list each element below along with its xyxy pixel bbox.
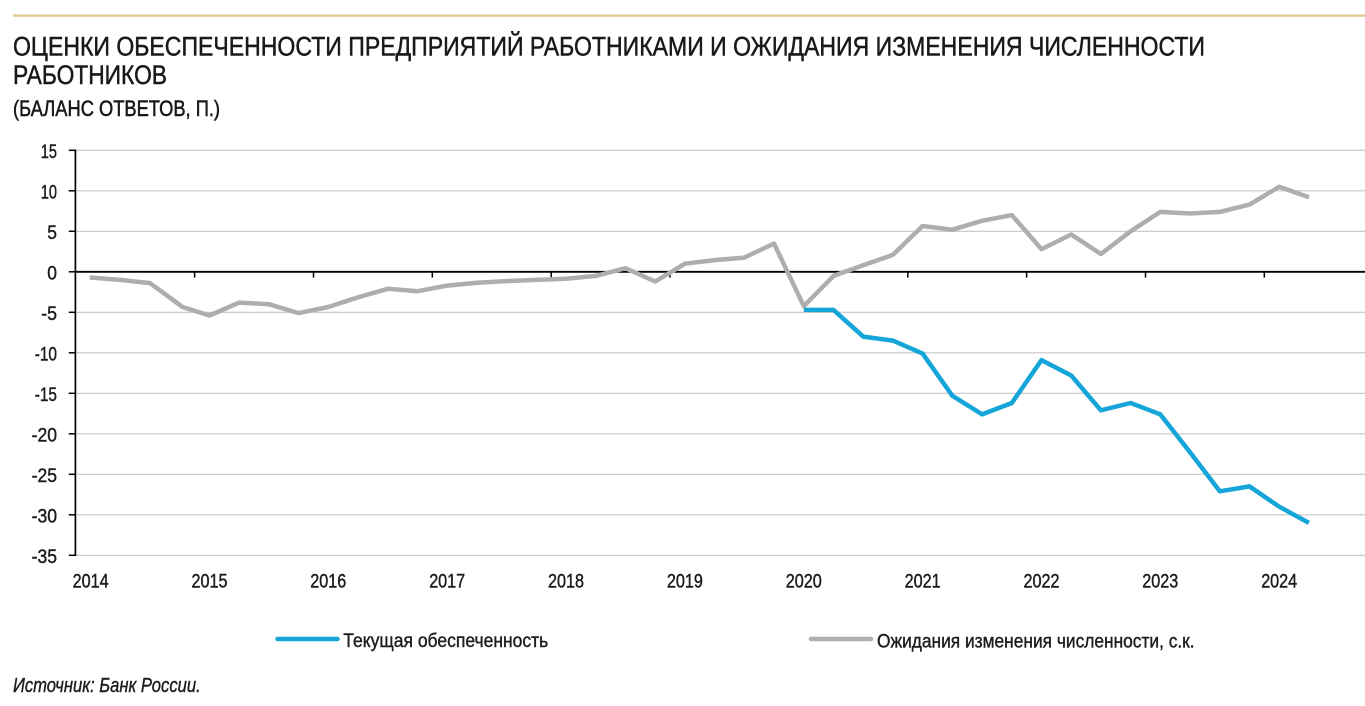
svg-text:2015: 2015 [192, 571, 228, 593]
svg-text:-35: -35 [32, 546, 58, 568]
svg-text:2020: 2020 [786, 571, 822, 593]
svg-text:2014: 2014 [73, 571, 109, 593]
svg-text:-25: -25 [32, 465, 58, 487]
svg-text:2024: 2024 [1261, 571, 1297, 593]
svg-text:2023: 2023 [1142, 571, 1178, 593]
svg-text:ОЦЕНКИ ОБЕСПЕЧЕННОСТИ ПРЕДПРИЯ: ОЦЕНКИ ОБЕСПЕЧЕННОСТИ ПРЕДПРИЯТИЙ РАБОТН… [13, 31, 1205, 61]
svg-text:-20: -20 [32, 425, 58, 447]
svg-text:-10: -10 [35, 344, 57, 366]
svg-text:-5: -5 [41, 303, 57, 325]
svg-text:2022: 2022 [1024, 571, 1060, 593]
svg-text:-30: -30 [32, 506, 58, 528]
svg-text:0: 0 [47, 263, 57, 285]
svg-text:2016: 2016 [310, 571, 346, 593]
svg-text:Источник: Банк России.: Источник: Банк России. [13, 675, 201, 697]
svg-text:2019: 2019 [667, 571, 703, 593]
svg-text:(БАЛАНС ОТВЕТОВ, П.): (БАЛАНС ОТВЕТОВ, П.) [13, 96, 220, 121]
svg-text:15: 15 [41, 141, 57, 163]
svg-text:5: 5 [47, 222, 57, 244]
svg-text:2021: 2021 [905, 571, 941, 593]
svg-text:-15: -15 [35, 384, 57, 406]
svg-text:2017: 2017 [429, 571, 465, 593]
svg-text:РАБОТНИКОВ: РАБОТНИКОВ [13, 60, 167, 90]
svg-text:2018: 2018 [548, 571, 584, 593]
svg-text:Ожидания изменения численности: Ожидания изменения численности, с.к. [877, 630, 1195, 652]
svg-text:10: 10 [41, 182, 57, 204]
svg-text:Текущая обеспеченность: Текущая обеспеченность [343, 630, 548, 652]
